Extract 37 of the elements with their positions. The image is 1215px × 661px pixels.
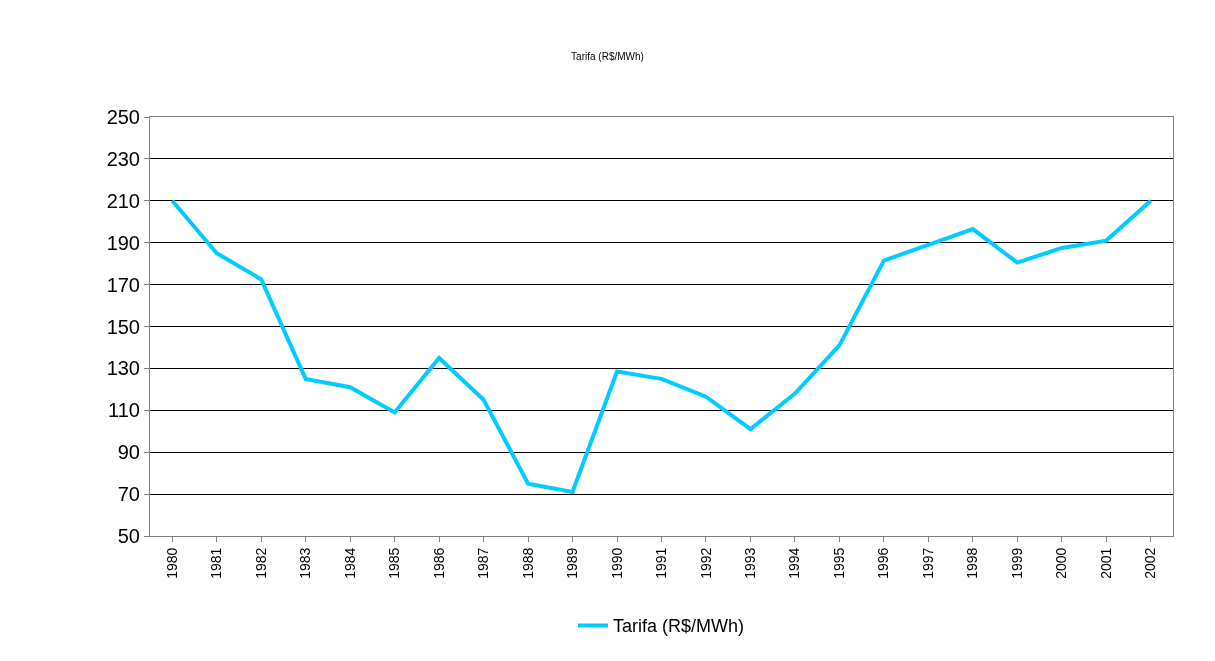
x-tick-label: 1986 xyxy=(430,547,447,579)
y-tick-label: 250 xyxy=(106,106,140,128)
x-tick-label: 1985 xyxy=(386,547,403,579)
x-tick-label: 1991 xyxy=(653,547,670,579)
x-tick-label: 1981 xyxy=(208,547,225,579)
y-tick-label: 150 xyxy=(106,315,140,338)
x-tick-label: 1998 xyxy=(964,547,981,579)
legend-label: Tarifa (R$/MWh) xyxy=(613,616,745,637)
y-tick-label: 130 xyxy=(106,357,140,380)
x-tick-label: 1997 xyxy=(919,547,936,579)
y-tick-label: 90 xyxy=(117,441,140,464)
y-tick-label: 190 xyxy=(106,231,140,254)
x-tick-label: 1989 xyxy=(564,547,581,579)
x-tick-label: 2002 xyxy=(1142,547,1159,579)
x-tick-label: 1994 xyxy=(786,547,803,579)
x-tick-label: 1984 xyxy=(341,547,358,579)
y-tick-label: 70 xyxy=(117,483,140,506)
x-tick-label: 1980 xyxy=(163,547,180,579)
x-tick-label: 1999 xyxy=(1008,547,1025,579)
line-series xyxy=(170,198,1153,495)
x-tick-label: 1992 xyxy=(697,547,714,579)
y-tick-label: 230 xyxy=(106,147,140,170)
chart-title: Tarifa (R$/MWh) xyxy=(571,50,644,62)
x-tick-label: 1995 xyxy=(830,547,847,579)
x-tick-label: 1982 xyxy=(252,547,269,579)
x-tick-label: 1983 xyxy=(297,547,314,579)
x-tick-label: 2001 xyxy=(1097,547,1114,579)
y-tick-label: 110 xyxy=(108,399,140,422)
x-tick-label: 2000 xyxy=(1053,547,1070,579)
y-tick-label: 170 xyxy=(106,273,140,296)
x-tick-label: 1988 xyxy=(519,547,536,579)
x-tick-label: 1996 xyxy=(875,547,892,579)
y-tick-label: 210 xyxy=(106,189,140,212)
y-tick-label: 50 xyxy=(117,525,140,547)
x-tick-label: 1990 xyxy=(608,547,625,579)
x-tick-label: 1987 xyxy=(475,547,492,579)
x-tick-label: 1993 xyxy=(742,547,759,579)
